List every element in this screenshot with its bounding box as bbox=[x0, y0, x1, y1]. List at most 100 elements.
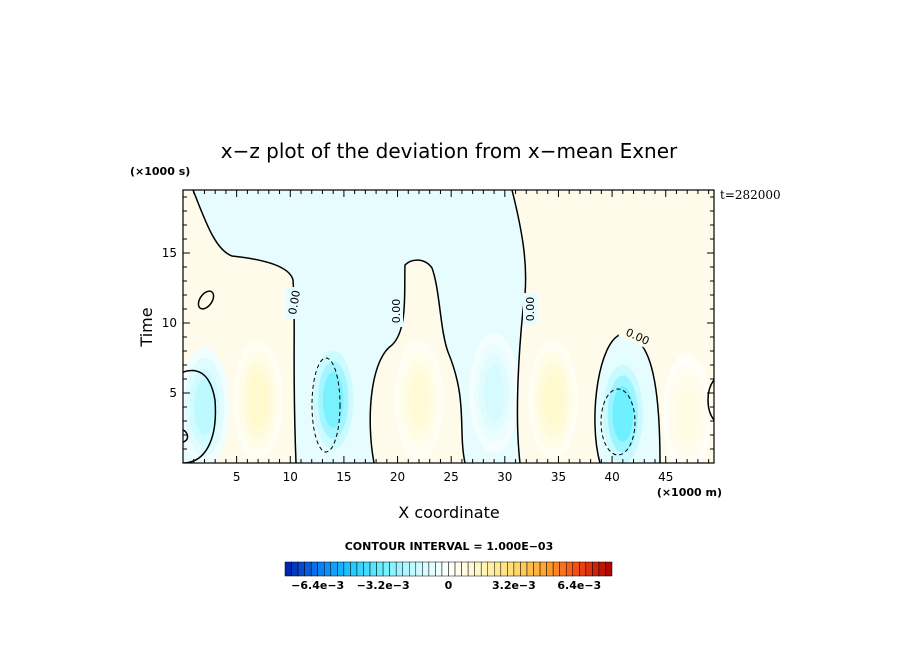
zero-contour-line bbox=[511, 190, 527, 463]
y-axis: 5 10 15 bbox=[162, 196, 714, 450]
positive-cell-level bbox=[408, 372, 430, 428]
negative-cell-level bbox=[194, 379, 215, 435]
plot-area: 0.00 0.00 0.00 0.00 5 10 15 20 25 30 35 40 45 51… bbox=[162, 189, 715, 484]
colorbar-swatch bbox=[605, 561, 613, 577]
time-stamp: t=282000 bbox=[720, 188, 781, 202]
y-unit-label: (×1000 s) bbox=[130, 165, 190, 178]
colorbar bbox=[284, 561, 613, 577]
positive-cell-level bbox=[247, 372, 269, 428]
colorbar-swatch bbox=[409, 561, 417, 577]
colorbar-swatch bbox=[323, 561, 332, 577]
x-tick-label: 20 bbox=[390, 470, 405, 484]
y-tick-label: 5 bbox=[169, 386, 177, 400]
colorbar-swatch bbox=[284, 561, 292, 577]
x-unit-label: (×1000 m) bbox=[657, 486, 722, 499]
colorbar-swatch bbox=[448, 561, 456, 577]
colorbar-label: −3.2e−3 bbox=[357, 579, 410, 592]
colorbar-swatch bbox=[297, 561, 305, 577]
contour-label: 0.00 bbox=[286, 289, 303, 315]
colorbar-swatch bbox=[565, 561, 574, 577]
negative-cell bbox=[598, 353, 648, 463]
x-tick-label: 5 bbox=[233, 470, 241, 484]
colorbar-swatch bbox=[291, 561, 299, 577]
negative-cell bbox=[308, 339, 358, 461]
x-axis: 5 10 15 20 25 30 35 40 45 bbox=[193, 190, 710, 484]
positive-cell bbox=[394, 339, 444, 461]
positive-cell bbox=[528, 339, 578, 461]
zero-contour-line bbox=[369, 259, 466, 463]
colorbar-swatch bbox=[337, 561, 345, 577]
colorbar-swatch bbox=[513, 561, 521, 577]
colorbar-swatch bbox=[454, 561, 462, 577]
colorbar-swatch bbox=[356, 561, 364, 577]
colorbar-swatch bbox=[546, 561, 554, 577]
colorbar-label: 3.2e−3 bbox=[492, 579, 536, 592]
colorbar-swatch bbox=[467, 561, 475, 577]
y-tick-label: 15 bbox=[162, 246, 177, 260]
x-tick-label: 35 bbox=[551, 470, 566, 484]
colorbar-swatch bbox=[415, 561, 423, 577]
colorbar-swatch bbox=[494, 561, 502, 577]
negative-cell-level bbox=[483, 365, 505, 421]
colorbar-swatch bbox=[389, 561, 397, 577]
x-tick-label: 45 bbox=[658, 470, 673, 484]
colorbar-swatch bbox=[395, 561, 403, 577]
colorbar-labels: −6.4e−3 −3.2e−3 0 3.2e−3 6.4e−3 bbox=[291, 579, 601, 592]
colorbar-swatch bbox=[330, 561, 338, 577]
x-tick-label: 40 bbox=[604, 470, 619, 484]
contour-label: 0.00 bbox=[390, 299, 403, 324]
positive-cell bbox=[662, 353, 712, 463]
colorbar-swatch bbox=[343, 561, 351, 577]
y-tick-label: 10 bbox=[162, 316, 177, 330]
colorbar-swatch bbox=[428, 561, 436, 577]
x-axis-title: X coordinate bbox=[398, 503, 499, 522]
colorbar-swatch bbox=[520, 561, 528, 577]
colorbar-swatch bbox=[500, 561, 508, 577]
colorbar-swatch bbox=[369, 561, 377, 577]
colorbar-label: 6.4e−3 bbox=[557, 579, 601, 592]
colorbar-swatch bbox=[552, 561, 560, 577]
colorbar-swatch bbox=[592, 561, 600, 577]
negative-cell-level bbox=[612, 386, 634, 442]
plot-frame bbox=[182, 189, 715, 464]
contour-label: 0.00 bbox=[524, 297, 537, 322]
colorbar-swatch bbox=[402, 561, 410, 577]
colorbar-swatch bbox=[422, 561, 430, 577]
colorbar-swatch bbox=[598, 561, 606, 577]
colorbar-swatch bbox=[304, 561, 312, 577]
colorbar-swatch bbox=[350, 561, 358, 577]
colorbar-swatch bbox=[310, 561, 318, 577]
x-tick-label: 10 bbox=[283, 470, 298, 484]
negative-cell bbox=[183, 346, 230, 463]
x-tick-label: 15 bbox=[336, 470, 351, 484]
dashed-contour bbox=[311, 357, 341, 453]
colorbar-swatch bbox=[441, 561, 449, 577]
chart-title: x−z plot of the deviation from x−mean Ex… bbox=[221, 139, 678, 163]
x-tick-label: 30 bbox=[497, 470, 512, 484]
colorbar-swatch bbox=[382, 561, 390, 577]
contour-interval-label: CONTOUR INTERVAL = 1.000E−03 bbox=[345, 540, 554, 553]
colorbar-label: −6.4e−3 bbox=[291, 579, 344, 592]
positive-cell-level bbox=[676, 386, 698, 442]
x-tick-label: 25 bbox=[444, 470, 459, 484]
colorbar-swatch bbox=[572, 561, 580, 577]
colorbar-swatch bbox=[317, 561, 325, 577]
colorbar-swatch bbox=[539, 561, 547, 577]
zero-contour-loop bbox=[197, 290, 215, 310]
colorbar-swatch bbox=[363, 561, 371, 577]
negative-cell-level bbox=[322, 372, 344, 428]
colorbar-swatch bbox=[376, 561, 384, 577]
colorbar-label: 0 bbox=[445, 579, 453, 592]
colorbar-swatch bbox=[435, 561, 443, 577]
colorbar-swatch bbox=[474, 561, 482, 577]
colorbar-swatch bbox=[533, 561, 541, 577]
colorbar-swatch bbox=[487, 561, 495, 577]
colorbar-swatch bbox=[480, 561, 488, 577]
zero-contour-line bbox=[183, 369, 217, 463]
negative-contours bbox=[311, 357, 636, 456]
colorbar-swatch bbox=[559, 561, 567, 577]
positive-cell bbox=[233, 339, 283, 461]
colorbar-swatch bbox=[507, 561, 515, 577]
colorbar-swatch bbox=[585, 561, 593, 577]
zero-contour-line bbox=[707, 379, 714, 421]
